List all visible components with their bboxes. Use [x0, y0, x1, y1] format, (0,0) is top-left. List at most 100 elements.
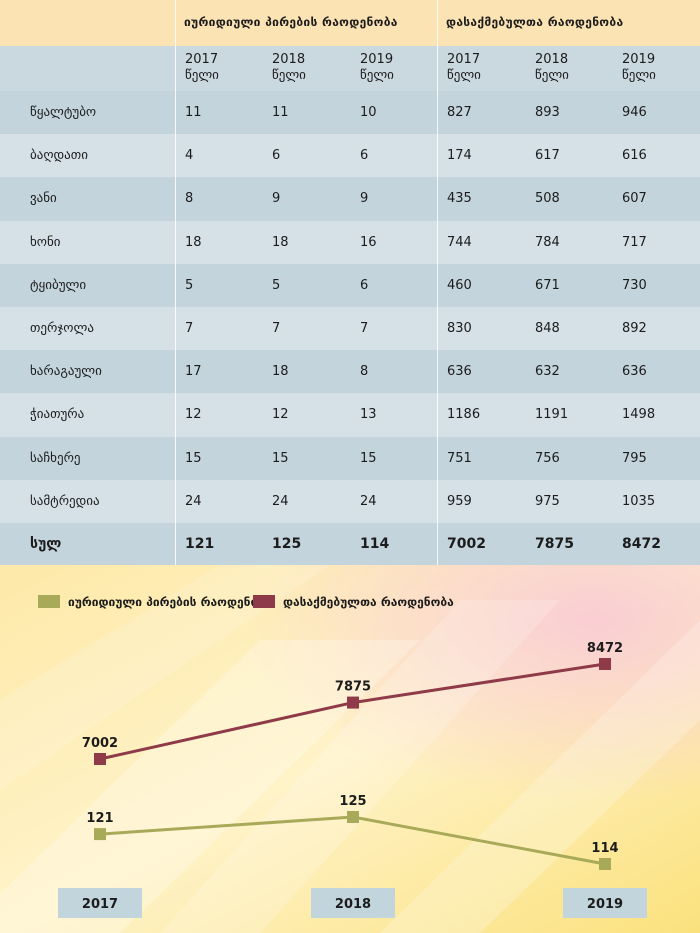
- x-axis-label: 2017: [82, 897, 118, 912]
- table-cell: 636: [447, 364, 472, 380]
- table-cell: 959: [447, 493, 472, 509]
- column-separator: [175, 0, 176, 565]
- data-label: 8472: [587, 641, 623, 656]
- table-row: ხონი 18 18 16 744 784 717: [0, 220, 700, 264]
- year-unit: წელი: [447, 68, 481, 83]
- table-cell: 15: [360, 450, 377, 466]
- data-label: 121: [86, 811, 113, 826]
- year-value: 2019: [360, 52, 394, 67]
- table-cell: 15: [272, 450, 289, 466]
- header-group-row: იურიდიული პირების რაოდენობა დასაქმებულთა …: [0, 0, 700, 46]
- table-cell: 15: [185, 450, 202, 466]
- year-unit: წელი: [622, 68, 656, 83]
- year-value: 2018: [272, 52, 306, 67]
- table-cell: 7: [360, 321, 369, 337]
- year-header: 2019 წელი: [612, 46, 700, 91]
- table-cell: 11: [272, 105, 289, 121]
- table-cell: 16: [360, 234, 377, 250]
- table-cell: 6: [272, 148, 281, 164]
- table-cell: 616: [622, 148, 647, 164]
- table-cell: 460: [447, 277, 472, 293]
- table-cell: 7: [272, 321, 281, 337]
- total-cell: 125: [272, 536, 302, 552]
- table-cell: 4: [185, 148, 194, 164]
- table-cell: 24: [185, 493, 202, 509]
- legend-label: დასაქმებულთა რაოდენობა: [283, 595, 454, 609]
- table-cell: 13: [360, 407, 377, 423]
- table-cell: 717: [622, 234, 647, 250]
- legend-swatch: [253, 595, 275, 608]
- column-separator: [437, 0, 438, 565]
- table-cell: 1191: [535, 407, 569, 423]
- table-cell: 6: [360, 148, 369, 164]
- district-name: ტყიბული: [30, 277, 87, 293]
- data-point: [94, 828, 106, 841]
- table-cell: 730: [622, 277, 647, 293]
- table-cell: 827: [447, 105, 472, 121]
- table-cell: 435: [447, 191, 472, 207]
- table-cell: 848: [535, 321, 560, 337]
- district-name: წყალტუბო: [30, 105, 97, 121]
- data-point: [347, 811, 359, 823]
- table-row: ვანი 8 9 9 435 508 607: [0, 177, 700, 221]
- table-cell: 12: [185, 407, 202, 423]
- district-name: თერჯოლა: [30, 321, 94, 337]
- table-cell: 1498: [622, 407, 656, 423]
- table-cell: 946: [622, 105, 647, 121]
- year-unit: წელი: [272, 68, 306, 83]
- x-axis-label-box: [58, 888, 142, 918]
- data-label: 114: [591, 841, 618, 856]
- table-cell: 24: [360, 493, 377, 509]
- table-cell: 5: [185, 277, 194, 293]
- data-point: [599, 658, 611, 670]
- table-cell: 8: [360, 364, 369, 380]
- year-unit: წელი: [535, 68, 569, 83]
- line-chart: იურიდიული პირების რაოდენობა დასაქმებულთა …: [38, 595, 647, 918]
- year-header: 2018 წელი: [262, 46, 350, 91]
- table-cell: 24: [272, 493, 289, 509]
- table-row: ხარაგაული 17 18 8 636 632 636: [0, 350, 700, 394]
- table-row: საჩხერე 15 15 15 751 756 795: [0, 436, 700, 480]
- year-header: 2017 წელი: [175, 46, 262, 91]
- year-value: 2018: [535, 52, 569, 67]
- data-label: 7002: [82, 736, 118, 751]
- series-line: [99, 662, 606, 761]
- table-cell: 9: [360, 191, 369, 207]
- table-cell: 830: [447, 321, 472, 337]
- total-cell: 7002: [447, 536, 486, 552]
- table-row: ჭიათურა 12 12 13 1186 1191 1498: [0, 393, 700, 437]
- table-cell: 756: [535, 450, 560, 466]
- district-name: ბაღდათი: [30, 148, 88, 164]
- year-value: 2019: [622, 52, 656, 67]
- table-cell: 1186: [447, 407, 481, 423]
- year-header: 2017 წელი: [437, 46, 525, 91]
- year-header: 2019 წელი: [350, 46, 437, 91]
- table-cell: 17: [185, 364, 202, 380]
- legend-swatch: [38, 595, 60, 608]
- table-row: წყალტუბო 11 11 10 827 893 946: [0, 91, 700, 135]
- total-row: სულ 121 125 114 7002 7875 8472: [0, 523, 700, 565]
- table-cell: 8: [185, 191, 194, 207]
- table-cell: 11: [185, 105, 202, 121]
- district-name: საჩხერე: [30, 450, 81, 466]
- table-cell: 607: [622, 191, 647, 207]
- total-cell: 8472: [622, 536, 661, 552]
- district-name: ჭიათურა: [30, 407, 85, 423]
- table-cell: 795: [622, 450, 647, 466]
- table-cell: 636: [622, 364, 647, 380]
- header-year-row: 2017 წელი 2018 წელი 2019 წელი 2017 წელი 2018 წელი…: [0, 46, 700, 91]
- table-cell: 893: [535, 105, 560, 121]
- table-row: ტყიბული 5 5 6 460 671 730: [0, 263, 700, 307]
- district-name: ვანი: [30, 191, 57, 207]
- table-cell: 744: [447, 234, 472, 250]
- table-cell: 18: [272, 364, 289, 380]
- total-cell: 121: [185, 536, 215, 552]
- table-cell: 9: [272, 191, 281, 207]
- table-cell: 10: [360, 105, 377, 121]
- district-name: სამტრედია: [30, 493, 100, 509]
- total-label: სულ: [30, 536, 62, 552]
- table-cell: 751: [447, 450, 472, 466]
- legend-label: იურიდიული პირების რაოდენობა: [68, 595, 274, 609]
- table-cell: 892: [622, 321, 647, 337]
